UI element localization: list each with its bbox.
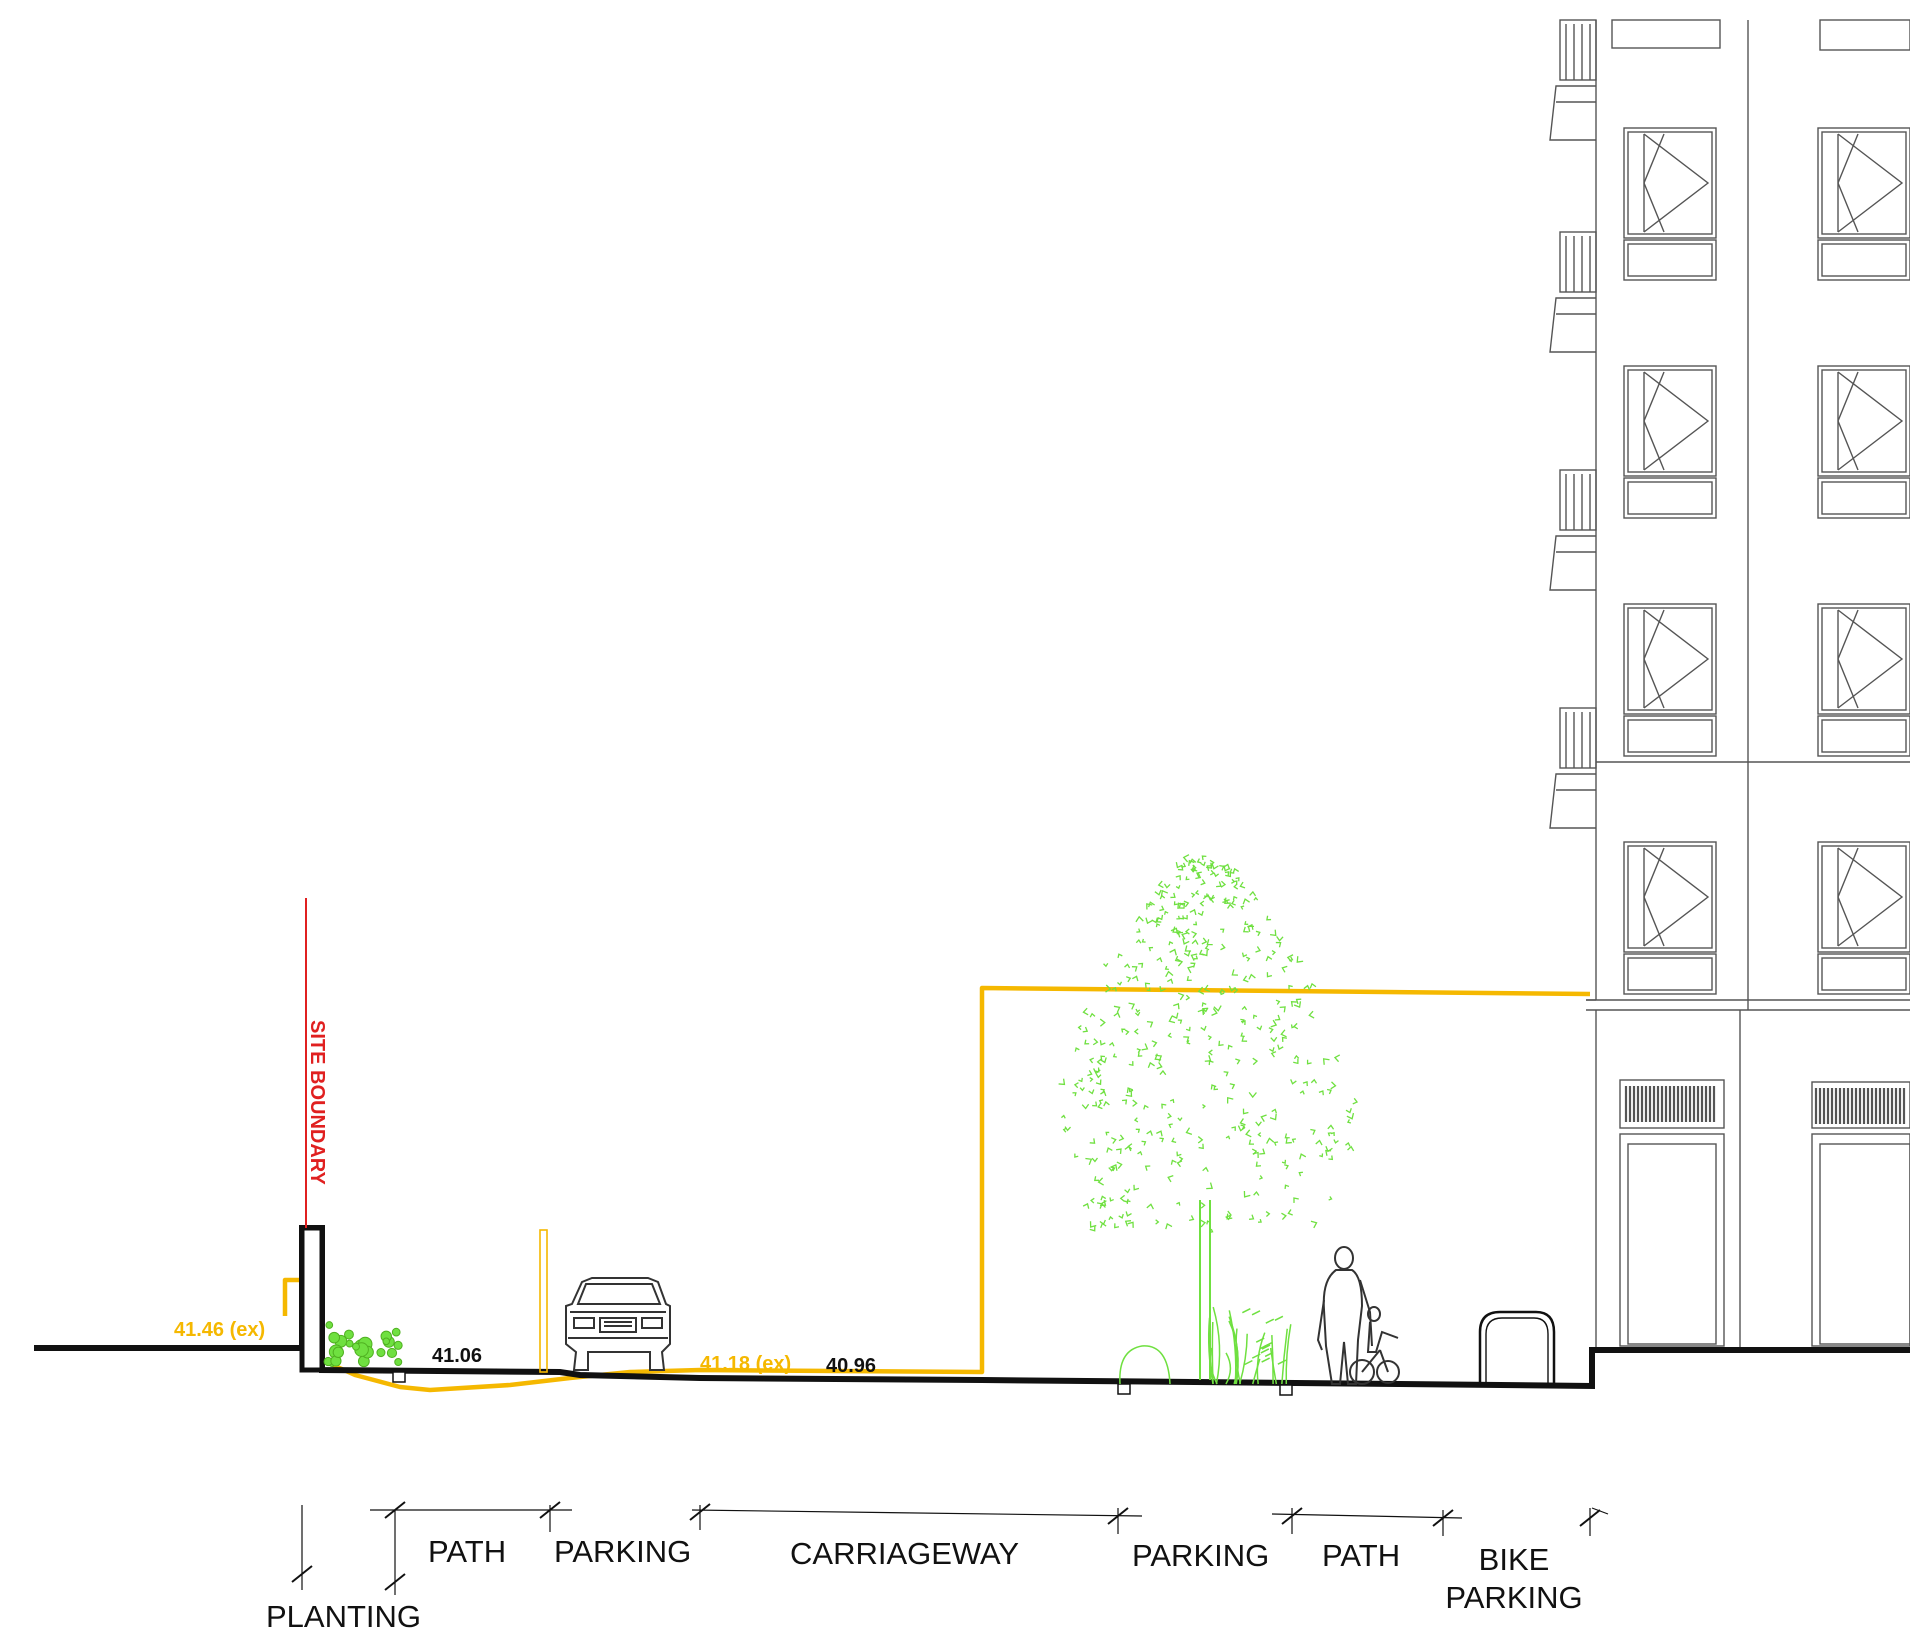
level-label: 41.46 (ex) [174,1319,265,1341]
kerb-marker [1279,1384,1293,1396]
site-boundary-label: SITE BOUNDARY [306,1020,328,1185]
zone-label-bike-parking: BIKE [1479,1542,1550,1577]
kerb-marker [1117,1383,1131,1395]
dimension-lines [291,1501,1609,1595]
existing-level-line [282,985,1591,1393]
zone-label-bike-parking: PARKING [1445,1580,1582,1615]
building-elevation-icon [1549,19,1910,1351]
tree-icon [1058,854,1359,1380]
level-label: 40.96 [826,1355,876,1377]
level-label: 41.06 [432,1345,482,1367]
pedestrian-with-child-icon [1316,1246,1400,1385]
level-label: 41.18 (ex) [700,1353,791,1375]
zone-label-planting: PLANTING [266,1599,421,1634]
zone-label-carriageway: CARRIAGEWAY [790,1536,1019,1571]
car-icon [565,1277,671,1371]
boundary-wall [299,1225,325,1373]
zone-label-parking: PARKING [554,1534,691,1569]
bike-rack-icon [1478,1310,1556,1384]
kerb-marker [392,1371,406,1383]
zone-label-path: PATH [428,1534,506,1569]
bollard-pole [539,1229,548,1373]
shrub-icon [323,1306,1292,1385]
zone-label-path: PATH [1322,1538,1400,1573]
zone-label-parking: PARKING [1132,1538,1269,1573]
